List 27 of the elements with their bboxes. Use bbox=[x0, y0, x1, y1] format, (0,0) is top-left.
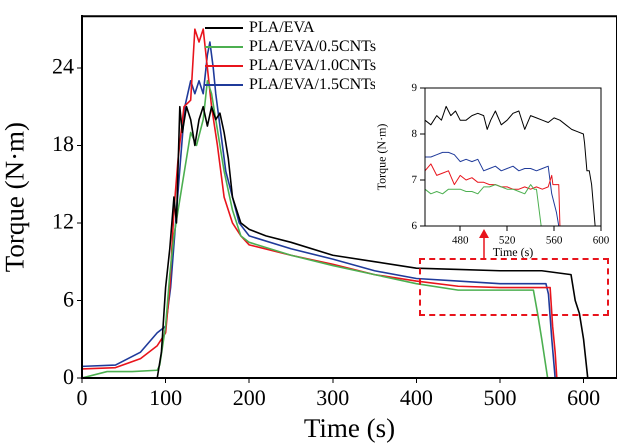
legend-label: PLA/EVA/1.0CNTs bbox=[249, 56, 376, 75]
x-tick-label: 300 bbox=[316, 384, 350, 410]
y-tick-label: 7 bbox=[412, 174, 418, 186]
x-tick-label: 480 bbox=[452, 234, 469, 246]
x-axis-title: Time (s) bbox=[492, 244, 534, 259]
x-tick-label: 500 bbox=[483, 384, 516, 410]
y-tick-label: 0 bbox=[63, 364, 74, 389]
y-tick-label: 18 bbox=[52, 131, 74, 156]
y-tick-label: 9 bbox=[412, 82, 418, 94]
y-tick-label: 12 bbox=[52, 208, 74, 234]
y-tick-label: 8 bbox=[412, 128, 418, 140]
y-tick-label: 24 bbox=[52, 54, 74, 79]
y-tick-label: 6 bbox=[63, 286, 74, 312]
y-axis-title: Torque (N·m) bbox=[0, 122, 30, 272]
x-tick-label: 400 bbox=[400, 384, 433, 410]
x-tick-label: 600 bbox=[567, 384, 600, 410]
x-tick-label: 560 bbox=[546, 234, 563, 246]
y-tick-label: 6 bbox=[412, 220, 418, 232]
x-tick-label: 600 bbox=[592, 234, 610, 246]
y-axis-title: Torque (N·m) bbox=[374, 124, 388, 190]
legend-label: PLA/EVA/0.5CNTs bbox=[249, 37, 376, 56]
legend-label: PLA/EVA/1.5CNTs bbox=[249, 75, 376, 94]
x-tick-label: 100 bbox=[149, 384, 182, 410]
x-tick-label: 200 bbox=[232, 384, 266, 410]
x-tick-label: 520 bbox=[498, 234, 516, 246]
x-axis-title: Time (s) bbox=[304, 412, 396, 443]
legend-label: PLA/EVA bbox=[249, 18, 314, 37]
